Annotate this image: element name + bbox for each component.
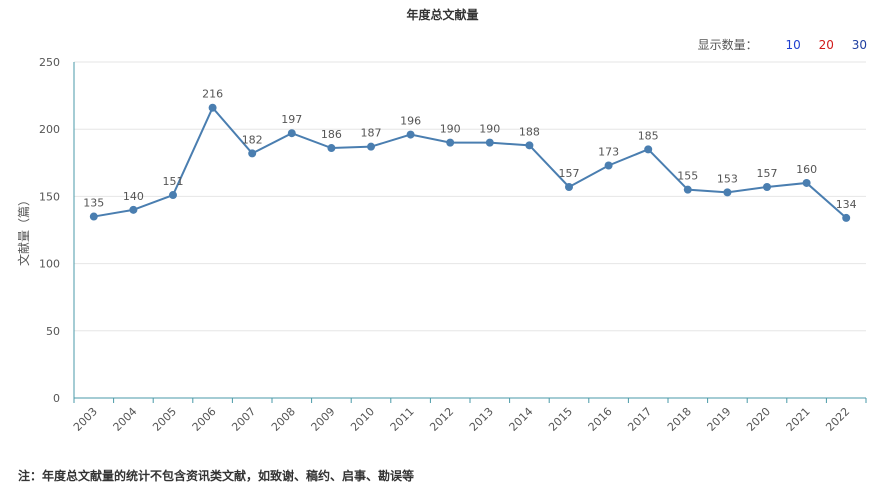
data-point	[367, 142, 375, 151]
data-label: 157	[757, 167, 778, 180]
x-tick-label: 2013	[467, 405, 496, 434]
x-tick-label: 2021	[784, 405, 813, 434]
data-label: 160	[796, 163, 817, 176]
data-point	[604, 161, 613, 170]
data-point	[446, 138, 455, 147]
data-point	[525, 141, 534, 150]
footnote: 注：年度总文献量的统计不包含资讯类文献，如致谢、稿约、启事、勘误等	[18, 469, 415, 483]
data-label: 153	[717, 172, 738, 185]
x-tick-label: 2006	[190, 405, 219, 434]
data-point	[763, 182, 771, 191]
axes	[73, 62, 867, 403]
x-tick-label: 2014	[507, 405, 536, 434]
x-tick-label: 2016	[586, 405, 615, 434]
data-point	[208, 103, 217, 112]
data-point	[723, 188, 732, 197]
grid-lines	[74, 61, 866, 332]
y-tick-label: 250	[39, 56, 60, 69]
data-point	[406, 130, 415, 139]
data-label: 140	[123, 190, 144, 203]
x-tick-label: 2007	[229, 405, 258, 434]
display-count-bar: 显示数量： 10 20 30	[698, 36, 867, 53]
data-point	[485, 138, 494, 147]
data-label: 173	[598, 145, 619, 158]
data-label: 135	[83, 197, 104, 210]
data-label: 187	[361, 127, 382, 140]
data-label: 182	[242, 133, 263, 146]
data-point	[248, 149, 257, 158]
series-line-group	[89, 103, 851, 222]
display-count-option-20[interactable]: 20	[818, 38, 834, 52]
data-labels: 135 140 151 216 182 197 186 187 196 190 190 188 157 1…	[83, 88, 856, 211]
x-tick-label: 2019	[705, 405, 734, 434]
data-label: 134	[836, 198, 857, 211]
data-label: 188	[519, 125, 540, 138]
data-point	[683, 185, 692, 194]
x-tick-label: 2008	[269, 405, 298, 434]
series-line	[93, 105, 847, 219]
chart-title: 年度总文献量	[406, 8, 479, 22]
data-point	[842, 213, 851, 222]
data-point	[89, 212, 98, 221]
x-tick-label: 2004	[111, 405, 140, 434]
x-tick-labels: 2003 2004 2005 2006 2007 2008 2009 2010 2011 2012…	[71, 405, 852, 434]
x-tick-label: 2018	[665, 405, 694, 434]
data-point	[802, 178, 811, 187]
data-label: 196	[400, 115, 421, 128]
data-label: 151	[163, 175, 184, 188]
x-tick-label: 2009	[309, 405, 338, 434]
data-label: 197	[281, 113, 302, 126]
data-label: 185	[638, 129, 659, 142]
x-tick-label: 2011	[388, 405, 417, 434]
data-point	[565, 182, 573, 191]
x-tick-label: 2020	[744, 405, 773, 434]
y-tick-label: 200	[39, 123, 60, 136]
y-tick-label: 0	[53, 392, 60, 405]
data-point	[129, 205, 138, 214]
x-tick-label: 2003	[71, 405, 100, 434]
y-tick-label: 150	[39, 190, 60, 203]
data-label: 155	[677, 170, 698, 183]
x-tick-label: 2005	[150, 405, 179, 434]
x-tick-label: 2022	[823, 405, 852, 434]
y-tick-label: 100	[39, 258, 60, 271]
x-tick-label: 2015	[546, 405, 575, 434]
y-tick-labels: 0 50 100 150 200 250	[39, 56, 60, 405]
display-count-label: 显示数量：	[697, 38, 758, 52]
y-axis-label: 文献量（篇）	[16, 194, 31, 266]
data-point	[287, 129, 296, 138]
x-tick-label: 2010	[348, 405, 377, 434]
display-count-option-10[interactable]: 10	[785, 38, 801, 52]
data-label: 157	[559, 167, 580, 180]
display-count-option-30[interactable]: 30	[851, 38, 867, 52]
data-label: 216	[202, 88, 223, 101]
data-point	[327, 144, 336, 153]
data-label: 190	[440, 123, 461, 136]
x-tick-label: 2012	[427, 405, 456, 434]
data-label: 186	[321, 128, 342, 141]
data-point	[169, 191, 177, 200]
data-point	[644, 145, 653, 154]
data-label: 190	[479, 123, 500, 136]
x-tick-label: 2017	[625, 405, 654, 434]
y-tick-label: 50	[46, 325, 60, 338]
